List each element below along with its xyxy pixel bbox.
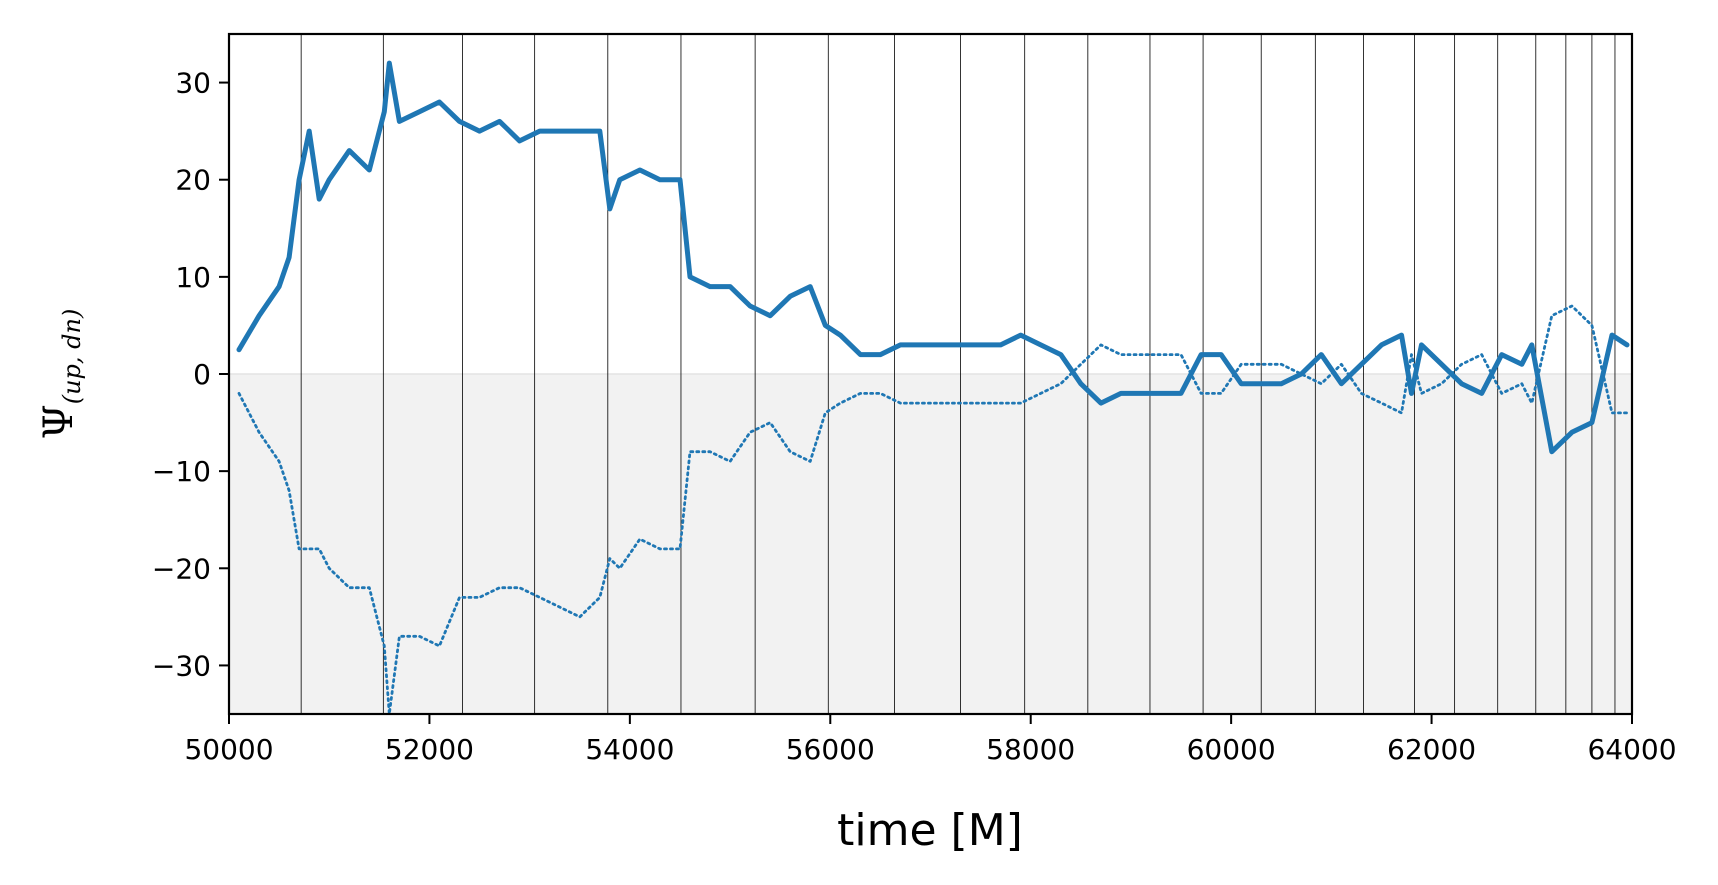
x-tick-label: 64000 [1587,733,1676,766]
x-axis-label: time [M] [837,805,1023,856]
x-tick-label: 56000 [786,733,875,766]
x-tick-label: 54000 [585,733,674,766]
vertical-lines [300,34,1616,714]
series-group [236,60,1630,714]
y-tick-label: 20 [175,164,211,197]
y-tick-label: 10 [175,261,211,294]
x-tick-label: 52000 [385,733,474,766]
y-tick-label: −30 [152,649,211,682]
series-line-solid [236,60,1630,455]
y-tick-label: 30 [175,67,211,100]
y-tick-label: 0 [193,358,211,391]
negative-region-shade [229,374,1632,714]
y-axis-ticks: −30 −20 −10 0 10 20 30 [152,67,229,682]
x-tick-label: 62000 [1387,733,1476,766]
y-axis-label-subscript: (up, dn) [58,309,86,405]
x-tick-label: 58000 [986,733,1075,766]
series-line-dotted [237,304,1629,714]
y-axis-label: Ψ(up, dn) [36,309,86,440]
y-axis-label-main: Ψ [36,404,82,439]
x-tick-label: 60000 [1187,733,1276,766]
y-tick-label: −20 [152,552,211,585]
y-tick-label: −10 [152,455,211,488]
x-tick-label: 50000 [184,733,273,766]
x-axis-ticks: 50000 52000 54000 56000 58000 60000 62000 64000 [184,714,1677,766]
